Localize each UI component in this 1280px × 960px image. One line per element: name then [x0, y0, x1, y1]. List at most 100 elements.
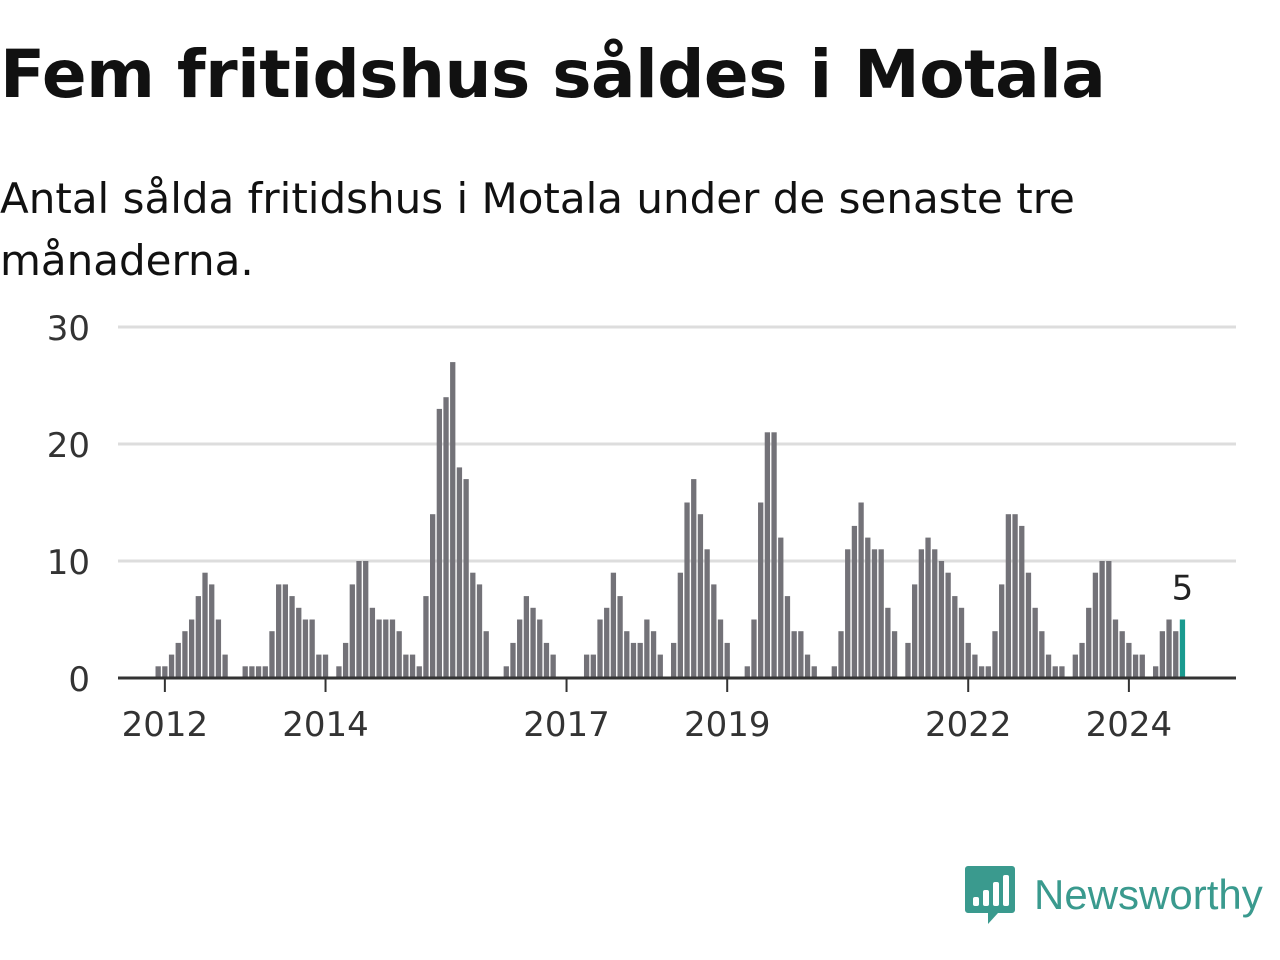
bar: [751, 619, 757, 678]
bar: [978, 666, 985, 678]
bar: [590, 654, 596, 678]
y-tick-label: 30: [47, 309, 90, 349]
bar: [215, 619, 222, 678]
bar: [302, 619, 309, 678]
bar: [784, 596, 791, 678]
bar: [436, 408, 442, 678]
bar: [282, 584, 289, 678]
bar: [369, 607, 376, 678]
bar: [831, 666, 837, 678]
bar: [463, 479, 469, 678]
bar: [838, 631, 844, 678]
bar: [851, 525, 858, 678]
bar: [396, 631, 402, 678]
bar: [724, 642, 730, 678]
bar: [182, 631, 188, 678]
brand-name: Newsworthy: [1034, 871, 1263, 918]
page-title: Fem fritidshus såldes i Motala: [0, 36, 1106, 113]
bar: [1072, 654, 1078, 678]
y-tick-label: 20: [47, 426, 90, 466]
newsworthy-logo: Newsworthy: [964, 864, 1263, 926]
bar: [938, 561, 945, 678]
bar: [162, 666, 168, 678]
bar: [450, 362, 456, 678]
x-tick-label: 2022: [925, 705, 1012, 745]
bar: [1119, 631, 1125, 678]
bar: [1025, 572, 1032, 678]
bar: [798, 631, 804, 678]
bar: [456, 467, 463, 678]
x-tick-label: 2014: [282, 705, 369, 745]
x-tick-label: 2012: [122, 705, 209, 745]
bar: [550, 654, 556, 678]
bar: [791, 631, 797, 678]
bar: [1032, 607, 1038, 678]
bar: [349, 584, 355, 678]
bar: [242, 666, 248, 678]
bar: [624, 631, 630, 678]
bar: [1059, 666, 1065, 678]
bar: [1086, 607, 1092, 678]
bar: [356, 561, 362, 678]
bar: [704, 549, 710, 678]
bar: [717, 619, 724, 678]
bar: [610, 572, 617, 678]
bar: [1005, 514, 1012, 678]
bar: [510, 642, 516, 678]
bar: [697, 514, 704, 678]
bar: [383, 619, 389, 678]
bar: [925, 537, 931, 678]
bar: [403, 654, 409, 678]
bar: [958, 607, 965, 678]
bar-chart: 0 10 20 30 2012 2014 2017 2019 2022 2024 5: [47, 309, 1236, 745]
bar: [255, 666, 262, 678]
bar: [336, 666, 342, 678]
bar: [249, 666, 255, 678]
bar: [269, 631, 275, 678]
bar: [918, 549, 925, 678]
bar: [168, 654, 175, 678]
bar: [1173, 631, 1179, 678]
bar: [262, 666, 268, 678]
data-label: 5: [1172, 569, 1194, 609]
bar: [905, 642, 911, 678]
bar: [1159, 631, 1166, 678]
bar: [764, 432, 771, 678]
bar: [222, 654, 228, 678]
bar: [1099, 561, 1105, 678]
bar: [1179, 619, 1186, 678]
bar: [188, 619, 195, 678]
bar: [443, 397, 449, 678]
x-tick-label: 2019: [684, 705, 771, 745]
bar: [1166, 619, 1172, 678]
bar: [804, 654, 811, 678]
bar: [276, 584, 282, 678]
bar: [483, 631, 489, 678]
bar: [637, 642, 643, 678]
bar: [503, 666, 509, 678]
bar: [1052, 666, 1058, 678]
bar: [209, 584, 215, 678]
bar: [999, 584, 1005, 678]
bar: [945, 572, 951, 678]
bar: [1045, 654, 1052, 678]
bar: [972, 654, 978, 678]
bar: [604, 607, 610, 678]
bar: [778, 537, 784, 678]
bar: [650, 631, 657, 678]
y-tick-label: 0: [68, 660, 90, 700]
bar: [885, 607, 891, 678]
x-tick-label: 2024: [1086, 705, 1173, 745]
bar: [758, 502, 764, 678]
bar: [657, 654, 663, 678]
bar: [684, 502, 690, 678]
bar: [1019, 525, 1025, 678]
bar: [677, 572, 683, 678]
bar: [429, 514, 436, 678]
bar: [523, 596, 530, 678]
bar: [878, 549, 884, 678]
bar: [363, 561, 369, 678]
bar: [771, 432, 777, 678]
bar: [376, 619, 382, 678]
bar: [543, 642, 550, 678]
